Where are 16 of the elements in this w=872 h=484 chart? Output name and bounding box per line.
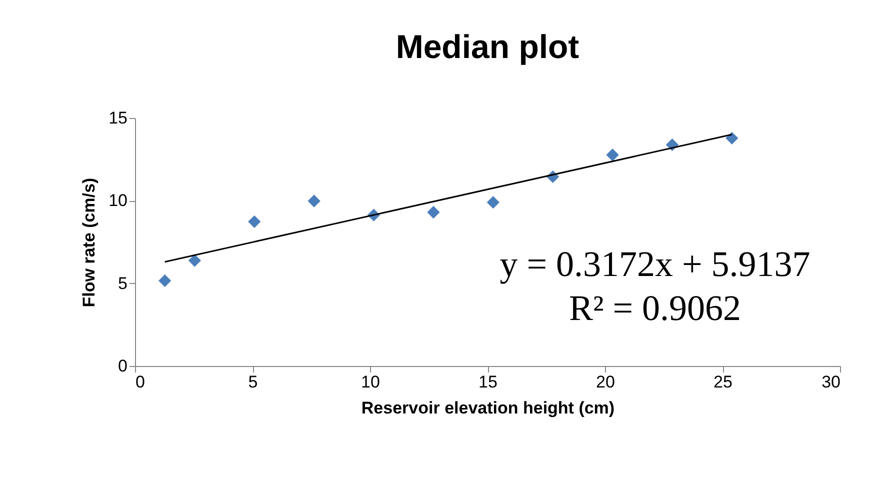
x-tick-label: 25 xyxy=(714,372,732,392)
x-tick-label: 10 xyxy=(361,372,380,392)
y-tick-label: 0 xyxy=(118,356,128,376)
annotation: y = 0.3172x + 5.9137 xyxy=(500,244,810,284)
y-axis-title: Flow rate (cm/s) xyxy=(80,178,99,308)
annotation: R² = 0.9062 xyxy=(568,288,742,328)
chart-title: Median plot xyxy=(396,28,580,65)
y-tick-label: 15 xyxy=(108,108,128,128)
x-axis-title: Reservoir elevation height (cm) xyxy=(361,398,615,418)
x-tick-label: 5 xyxy=(248,372,258,392)
x-tick-label: 0 xyxy=(136,372,145,392)
x-tick-label: 15 xyxy=(478,372,498,392)
x-tick-label: 30 xyxy=(822,372,840,392)
x-tick-label: 20 xyxy=(596,372,615,392)
y-tick-label: 10 xyxy=(108,191,128,210)
y-tick-label: 5 xyxy=(118,274,128,293)
